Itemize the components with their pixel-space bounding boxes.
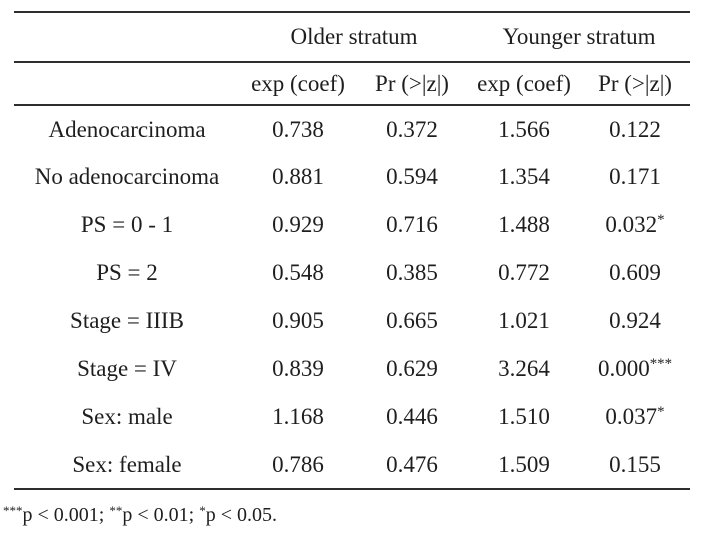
younger-exp-coef-header: exp (coef) [468, 62, 581, 106]
column-header-row: exp (coef) Pr (>|z|) exp (coef) Pr (>|z|… [14, 62, 691, 106]
significance-marker: * [657, 403, 665, 420]
footnote-text: p < 0.001; [22, 504, 110, 526]
stratum-header-row: Older stratum Younger stratum [14, 12, 691, 63]
cell-value: 0.000*** [597, 355, 673, 381]
cell-value: 0.122 [609, 116, 661, 142]
cell-value: 0.929 [272, 212, 324, 237]
cell-value: 0.037* [605, 403, 665, 429]
table-row-ps-2: PS = 2 0.548 0.385 0.772 0.609 [14, 249, 690, 297]
cell-value: 0.155 [609, 451, 661, 477]
cell-value: 0.446 [386, 404, 438, 429]
cell-value: 1.021 [498, 308, 550, 333]
table-row-stage-iiib: Stage = IIIB 0.905 0.665 1.021 0.924 [14, 297, 690, 345]
cell-value: 0.881 [272, 164, 324, 189]
one-asterisk-marker: * [199, 503, 206, 519]
two-asterisks-marker: ** [109, 503, 123, 519]
cell-value: 0.665 [386, 308, 438, 333]
table-row-stage-iv: Stage = IV 0.839 0.629 3.264 0.000*** [14, 345, 690, 393]
row-label: Stage = IIIB [70, 308, 184, 333]
cell-value: 0.548 [272, 260, 324, 285]
cell-value: 0.786 [272, 451, 324, 477]
cell-value: 0.476 [386, 451, 438, 477]
three-asterisks-marker: *** [3, 503, 23, 519]
row-label: Adenocarcinoma [48, 116, 206, 142]
younger-pr-header: Pr (>|z|) [580, 62, 691, 106]
table-row-sex-female: Sex: female 0.786 0.476 1.509 0.155 [14, 441, 690, 489]
row-label: Sex: female [72, 451, 182, 477]
cell-value: 1.510 [498, 404, 550, 429]
table-row-ps-0-1: PS = 0 - 1 0.929 0.716 1.488 0.032* [14, 201, 690, 249]
table-row-sex-male: Sex: male 1.168 0.446 1.510 0.037* [14, 393, 690, 441]
significance-marker: *** [649, 355, 673, 372]
cell-value: 0.924 [609, 308, 661, 333]
cell-value: 0.372 [386, 116, 438, 142]
footnote-text: p < 0.05. [205, 504, 277, 526]
cell-value: 1.488 [498, 212, 550, 237]
cox-regression-table: Older stratum Younger stratum exp (coef)… [14, 11, 691, 490]
cell-value: 1.168 [272, 404, 324, 429]
cell-value: 0.171 [609, 164, 661, 189]
cell-value: 1.566 [498, 116, 550, 142]
footnote-segment: **p < 0.01; [109, 503, 200, 526]
row-label: PS = 0 - 1 [80, 212, 174, 237]
cell-value: 0.385 [386, 260, 438, 285]
row-label: Sex: male [81, 404, 173, 429]
older-stratum-header: Older stratum [240, 12, 469, 63]
significance-footnote: ***p < 0.001; **p < 0.01; *p < 0.05. [3, 503, 277, 527]
table-row-no-adenocarcinoma: No adenocarcinoma 0.881 0.594 1.354 0.17… [14, 153, 690, 201]
label-column-header-empty [14, 62, 240, 106]
footnote-segment: ***p < 0.001; [3, 503, 110, 526]
older-pr-header: Pr (>|z|) [356, 62, 469, 106]
cell-value: 0.609 [609, 260, 661, 285]
cell-value: 1.509 [498, 451, 550, 477]
footnote-text: p < 0.01; [122, 504, 200, 526]
cell-value: 0.839 [272, 356, 324, 381]
cell-value: 3.264 [498, 356, 550, 381]
cell-value: 0.716 [386, 212, 438, 237]
table-row-adenocarcinoma: Adenocarcinoma 0.738 0.372 1.566 0.122 [14, 105, 690, 153]
older-exp-coef-header: exp (coef) [240, 62, 356, 106]
cell-value: 0.738 [272, 116, 324, 142]
corner-cell-empty [14, 12, 240, 63]
younger-stratum-header: Younger stratum [468, 12, 691, 63]
cell-value: 0.629 [386, 356, 438, 381]
cell-value: 0.594 [386, 164, 438, 189]
significance-marker: * [657, 211, 665, 228]
cell-value: 0.905 [272, 308, 324, 333]
cell-value: 0.032* [605, 211, 665, 237]
row-label: Stage = IV [77, 356, 177, 381]
cell-value: 0.772 [498, 260, 550, 285]
row-label: No adenocarcinoma [34, 164, 220, 189]
footnote-segment: *p < 0.05. [199, 503, 277, 526]
row-label: PS = 2 [96, 260, 158, 285]
cell-value: 1.354 [498, 164, 550, 189]
